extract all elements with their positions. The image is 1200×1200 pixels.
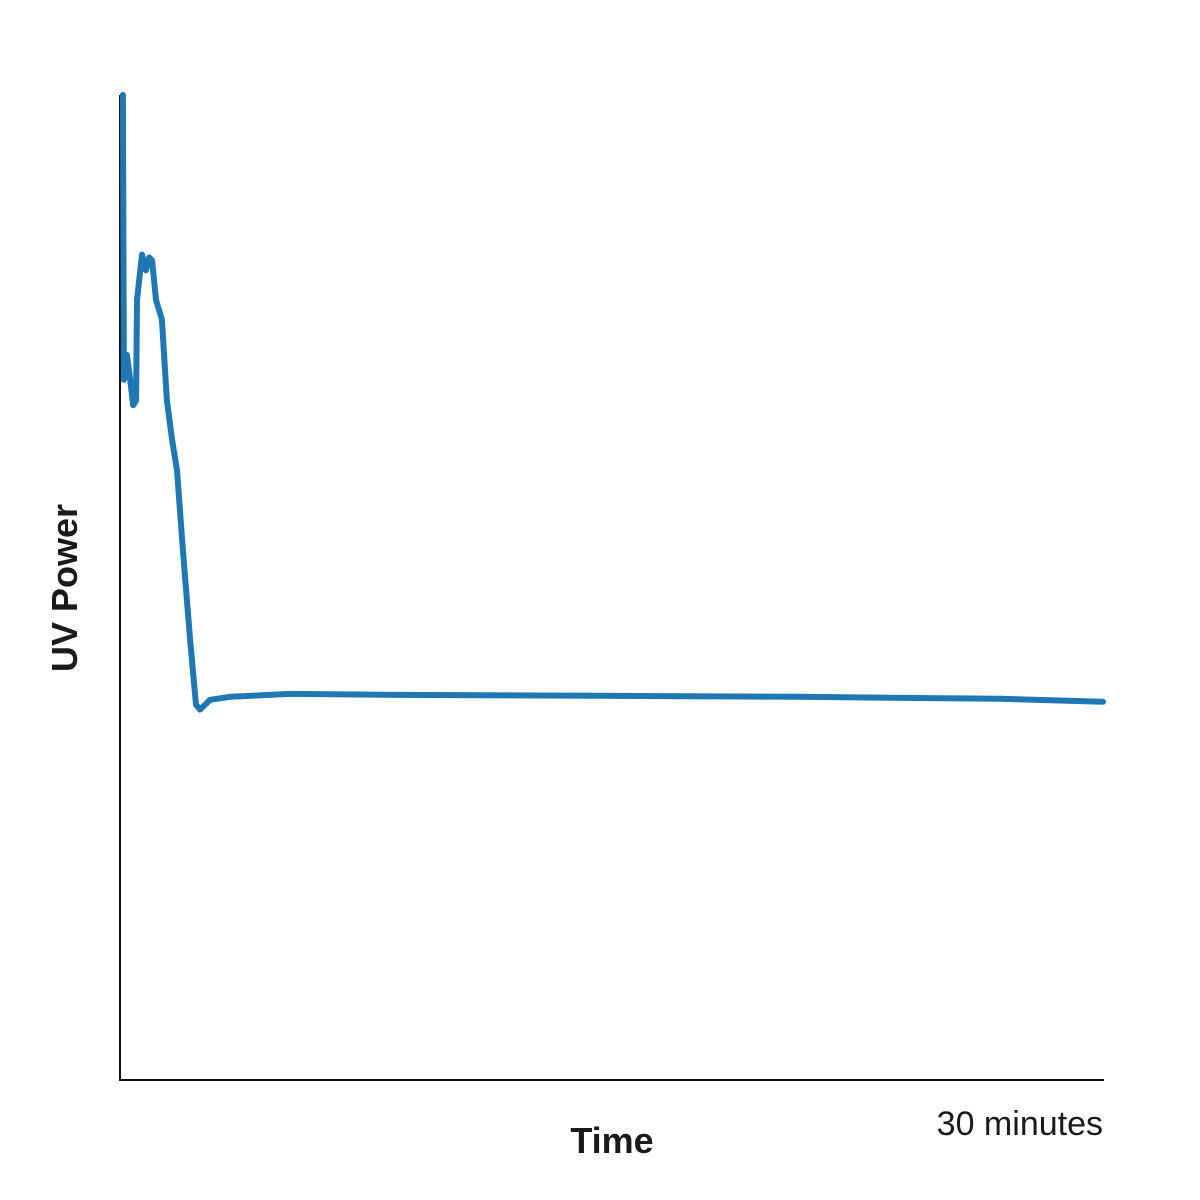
- x-tick-label: 30 minutes: [937, 1105, 1103, 1143]
- y-axis-label: UV Power: [44, 504, 85, 672]
- data-line: [119, 92, 1106, 713]
- x-axis-label: Time: [570, 1120, 653, 1161]
